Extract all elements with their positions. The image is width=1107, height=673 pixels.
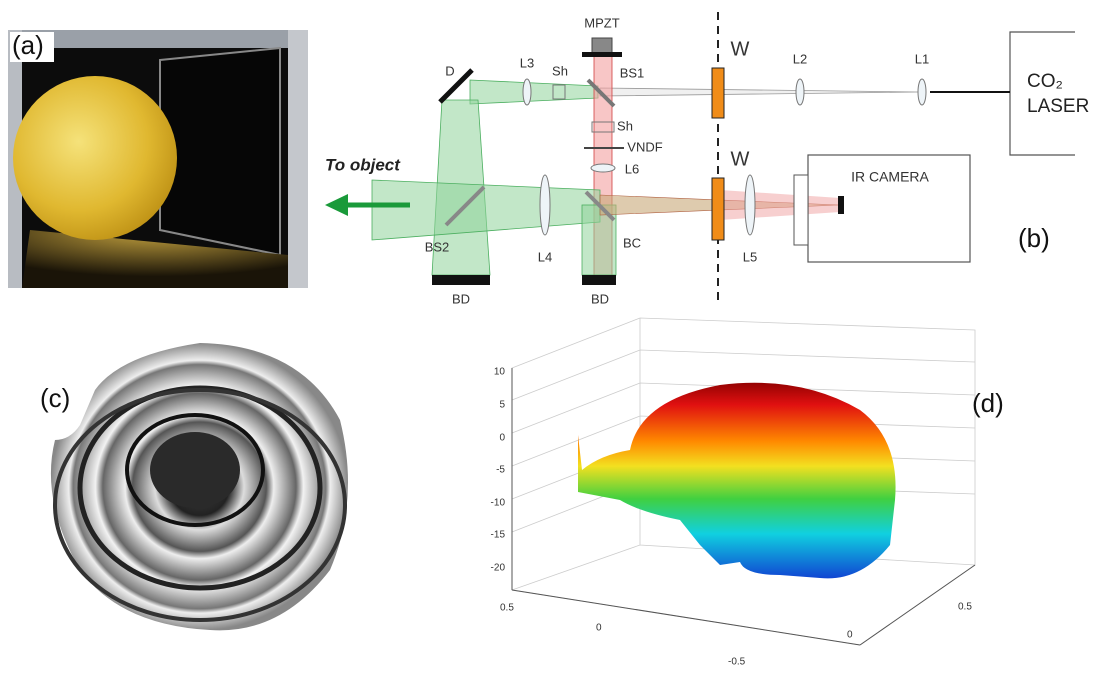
component-label: L5	[743, 249, 757, 264]
z-tick-label: 0	[499, 433, 505, 444]
component-label: D	[445, 63, 454, 78]
component-label: L6	[625, 161, 639, 176]
component-label: L3	[520, 55, 534, 70]
z-tick-label: -5	[496, 465, 505, 476]
z-tick-label: -20	[491, 563, 506, 574]
component-label: L4	[538, 249, 552, 264]
arrow-label: To object	[325, 155, 401, 174]
photo-panel	[8, 30, 308, 288]
component-label: IR CAMERA	[851, 169, 929, 185]
laser-label: CO₂	[1027, 71, 1063, 92]
panel-label: (a)	[12, 30, 44, 60]
optical-diagram	[325, 12, 1075, 305]
z-tick-label: 5	[499, 400, 505, 411]
component-label: L2	[793, 51, 807, 66]
component-label: L1	[915, 51, 929, 66]
x-tick-label: -0.5	[728, 657, 746, 668]
component-label: MPZT	[584, 15, 619, 30]
component-label: BD	[452, 291, 470, 306]
x-tick-label: 0.5	[500, 603, 514, 614]
phase-map	[51, 343, 348, 630]
panel-label: (d)	[972, 388, 1004, 418]
panel-label: (b)	[1018, 223, 1050, 253]
component-label: BD	[591, 291, 609, 306]
x-tick-label: 0	[596, 623, 602, 634]
component-label: BS2	[425, 239, 450, 254]
component-label: BS1	[620, 65, 645, 80]
panel-label: (c)	[40, 383, 70, 413]
z-tick-label: 10	[494, 367, 506, 378]
surface-plot	[512, 318, 975, 645]
component-label: Sh	[552, 63, 568, 78]
component-label: BC	[623, 235, 641, 250]
component-label: VNDF	[627, 139, 662, 154]
y-tick-label: 0	[847, 630, 853, 641]
z-tick-label: -15	[491, 530, 506, 541]
z-tick-label: -10	[491, 498, 506, 509]
y-tick-label: 0.5	[958, 602, 972, 613]
figure: (a) MPZT D	[0, 0, 1107, 673]
component-label: W	[731, 38, 750, 60]
component-label: Sh	[617, 118, 633, 133]
component-label: W	[731, 148, 750, 170]
laser-label: LASER	[1027, 96, 1089, 117]
